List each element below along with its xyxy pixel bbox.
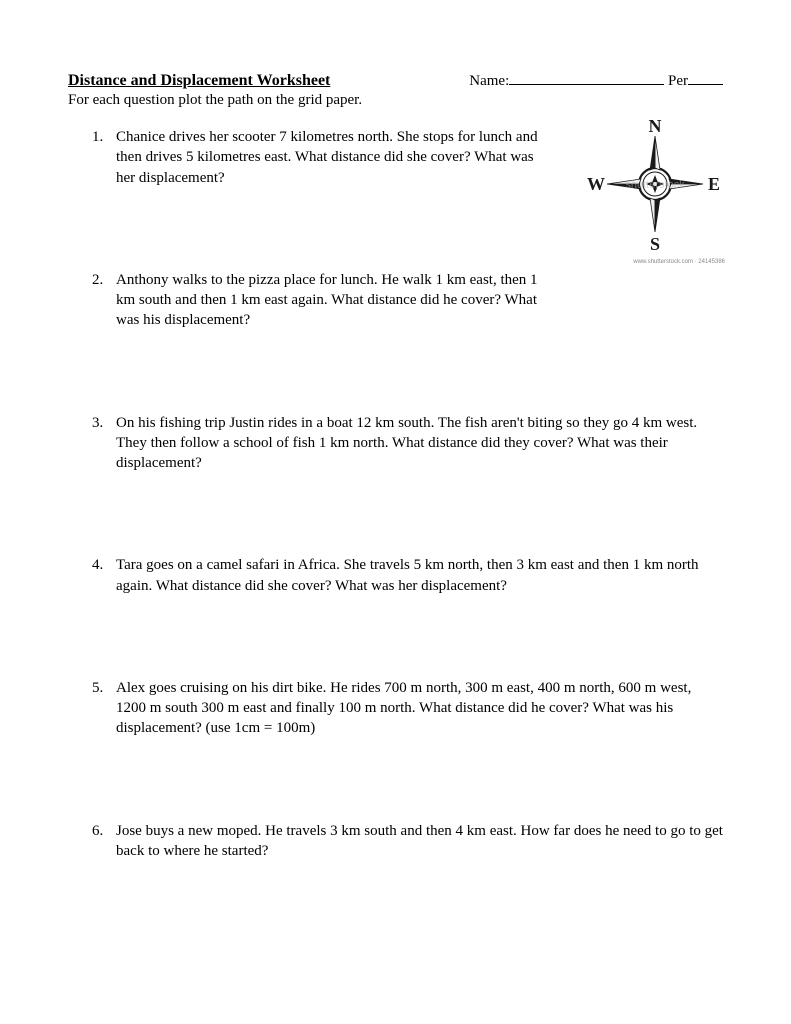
instructions: For each question plot the path on the g… [68,92,723,109]
compass-n: N [649,118,662,136]
name-blank-line[interactable] [509,84,664,85]
question-6: Jose buys a new moped. He travels 3 km s… [68,821,723,862]
question-4: Tara goes on a camel safari in Africa. S… [68,555,723,596]
question-2: Anthony walks to the pizza place for lun… [68,270,723,331]
worksheet-title: Distance and Displacement Worksheet [68,72,330,90]
per-blank-line[interactable] [688,84,723,85]
compass-rose-icon: N S E W shutterstock www.shutterstock.co… [578,118,733,263]
compass-watermark: shutterstock [625,179,685,191]
compass-e: E [708,174,720,194]
name-label: Name: [469,73,509,89]
compass-credit: www.shutterstock.com · 24145386 [633,259,725,265]
compass-s: S [650,234,660,254]
header-row: Distance and Displacement Worksheet Name… [68,72,723,90]
compass-w: W [587,174,605,194]
question-3: On his fishing trip Justin rides in a bo… [68,413,723,474]
question-5: Alex goes cruising on his dirt bike. He … [68,678,723,739]
per-label: Per [668,73,688,89]
name-per-fields: Name: Per [469,73,723,90]
